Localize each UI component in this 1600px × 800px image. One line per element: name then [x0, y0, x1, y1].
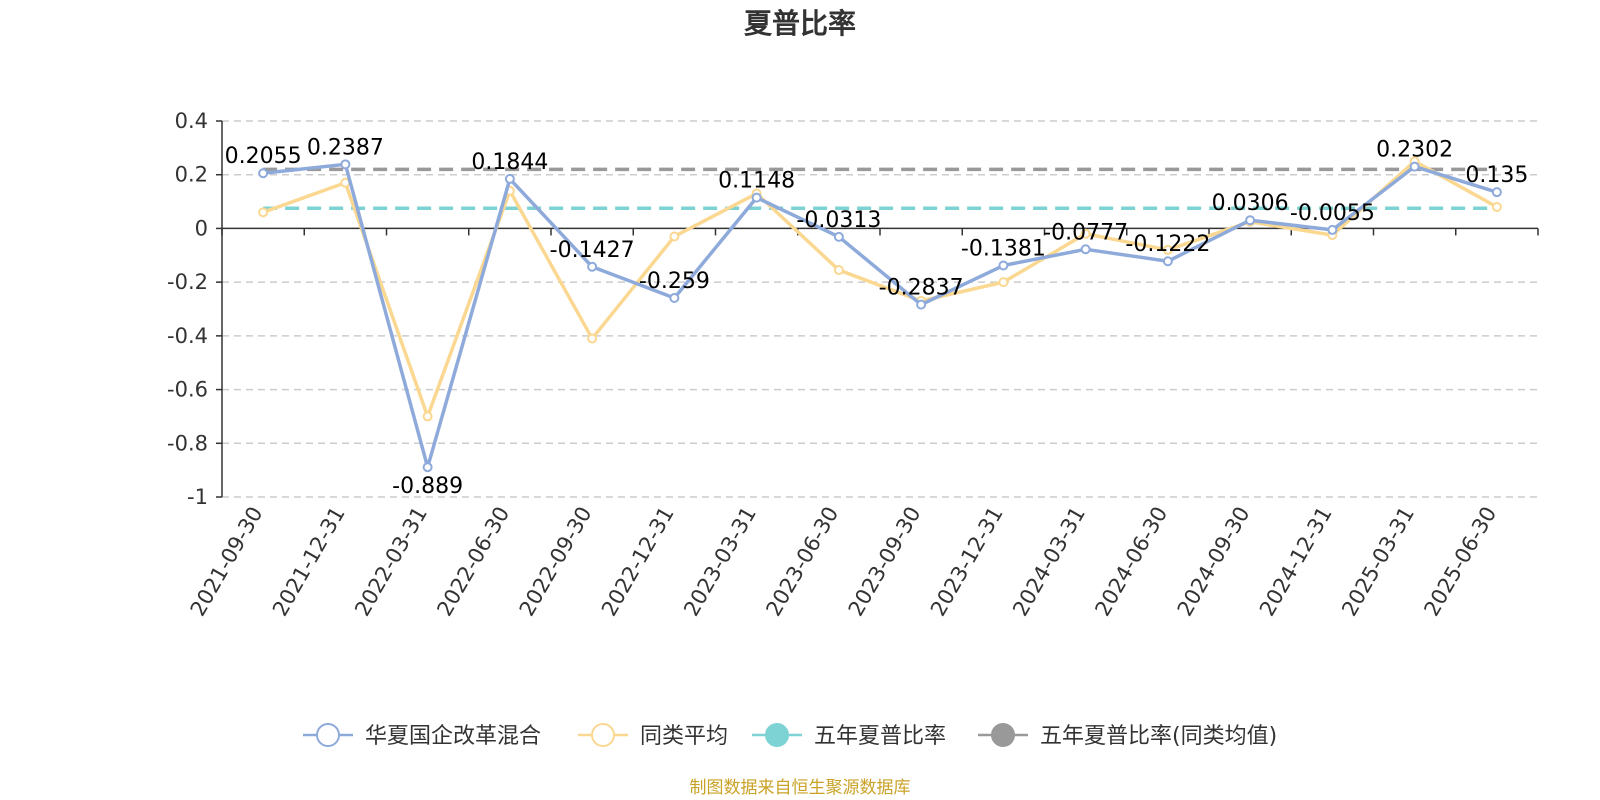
- y-tick-label: 0.2: [175, 163, 208, 187]
- data-point: [422, 462, 433, 473]
- x-tick-label: 2024-06-30: [1090, 503, 1172, 621]
- data-point: [916, 299, 927, 310]
- legend-label: 五年夏普比率: [814, 724, 946, 749]
- x-tick-label: 2023-03-31: [679, 503, 761, 621]
- data-point: [1409, 161, 1420, 172]
- x-tick-label: 2023-09-30: [844, 503, 926, 621]
- source-note: 制图数据来自恒生聚源数据库: [690, 778, 911, 798]
- data-point: [587, 333, 598, 344]
- series-lines: [258, 156, 1502, 473]
- series-line: [262, 162, 1498, 469]
- legend-label: 五年夏普比率(同类均值): [1040, 724, 1277, 749]
- x-tick-label: 2025-06-30: [1419, 503, 1501, 621]
- data-point: [669, 231, 680, 242]
- data-label: -0.0055: [1290, 201, 1375, 226]
- data-point: [504, 173, 515, 184]
- grid: [222, 120, 1538, 498]
- x-tick-label: 2021-09-30: [186, 503, 268, 621]
- y-tick-label: -0.8: [167, 431, 208, 455]
- data-point: [998, 260, 1009, 271]
- data-point: [1245, 215, 1256, 226]
- data-point: [1162, 256, 1173, 267]
- data-label: 0.2387: [307, 135, 384, 160]
- x-tick-label: 2023-12-31: [926, 503, 1008, 621]
- data-point: [1080, 244, 1091, 255]
- data-label: -0.1427: [550, 238, 635, 263]
- legend-marker: [765, 723, 789, 747]
- x-tick-label: 2025-03-31: [1337, 503, 1419, 621]
- data-point: [751, 192, 762, 203]
- data-label: 0.2055: [225, 144, 302, 169]
- data-point: [1162, 244, 1173, 255]
- data-point: [258, 207, 269, 218]
- x-tick-label: 2021-12-31: [268, 503, 350, 621]
- x-tick-label: 2022-12-31: [597, 503, 679, 621]
- legend: 华夏国企改革混合 同类平均 五年夏普比率 五年夏普比率(同类均值): [303, 723, 1277, 749]
- series-line: [262, 159, 1498, 419]
- data-point: [587, 261, 598, 272]
- data-label: -0.259: [639, 269, 710, 294]
- data-label: -0.1381: [961, 237, 1046, 262]
- data-point: [422, 411, 433, 422]
- data-point: [998, 277, 1009, 288]
- y-tick-label: 0.4: [175, 109, 208, 133]
- data-label: 0.0306: [1212, 191, 1289, 216]
- x-tick-label: 2023-06-30: [761, 503, 843, 621]
- data-point: [258, 168, 269, 179]
- data-point: [1327, 224, 1338, 235]
- data-point: [340, 159, 351, 170]
- reference-lines: [263, 167, 1497, 211]
- legend-marker: [591, 723, 615, 747]
- x-tick-label: 2022-09-30: [515, 503, 597, 621]
- legend-marker: [991, 723, 1015, 747]
- legend-label: 华夏国企改革混合: [365, 724, 541, 749]
- data-point: [1080, 228, 1091, 239]
- y-tick-label: -0.4: [167, 324, 208, 348]
- data-point: [833, 265, 844, 276]
- data-point: [669, 292, 680, 303]
- x-tick-label: 2024-12-31: [1255, 503, 1337, 621]
- data-label: 0.1844: [471, 150, 548, 175]
- data-label: -0.1222: [1125, 232, 1210, 257]
- data-label: 0.2302: [1376, 138, 1453, 163]
- legend-label: 同类平均: [640, 724, 728, 749]
- data-point: [1491, 201, 1502, 212]
- y-tick-label: -1: [187, 485, 208, 509]
- data-label: -0.889: [392, 474, 463, 499]
- data-label: 0.1148: [718, 169, 795, 194]
- data-point: [1491, 187, 1502, 198]
- y-tick-label: -0.2: [167, 270, 208, 294]
- y-tick-label: -0.6: [167, 378, 208, 402]
- data-label: -0.0313: [796, 208, 881, 233]
- data-point: [833, 231, 844, 242]
- chart-title: 夏普比率: [744, 7, 856, 40]
- legend-marker: [316, 723, 340, 747]
- x-tick-label: 2024-03-31: [1008, 503, 1090, 621]
- data-label: 0.135: [1465, 163, 1528, 188]
- x-tick-label: 2022-06-30: [432, 503, 514, 621]
- x-tick-label: 2022-03-31: [350, 503, 432, 621]
- data-label: -0.0777: [1043, 220, 1128, 245]
- data-label: -0.2837: [879, 276, 964, 301]
- y-tick-label: 0: [195, 216, 208, 240]
- x-tick-label: 2024-09-30: [1173, 503, 1255, 621]
- data-labels: 0.2055 0.2387 -0.889 0.1844 -0.1427-0.259 0.1…: [225, 135, 1529, 499]
